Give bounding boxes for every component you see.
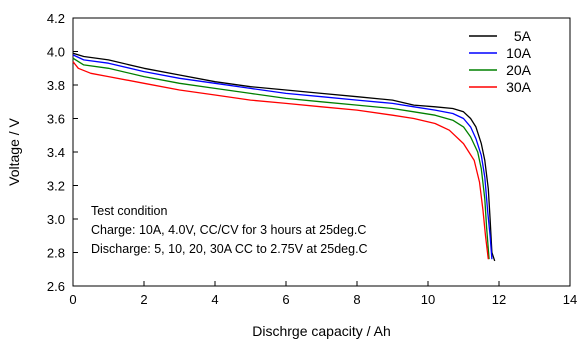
legend-label-10a: 10A — [506, 45, 532, 61]
x-tick-label: 12 — [492, 292, 506, 307]
legend-label-5a: 5A — [514, 28, 532, 44]
x-tick-label: 2 — [140, 292, 147, 307]
y-tick-label: 4.0 — [47, 45, 65, 60]
series-line-30a — [72, 61, 489, 260]
legend-label-30a: 30A — [506, 79, 532, 95]
legend-label-20a: 20A — [506, 62, 532, 78]
test-condition-annotation: Test condition Charge: 10A, 4.0V, CC/CV f… — [91, 204, 368, 256]
series-line-10a — [72, 54, 493, 260]
y-tick-label: 3.6 — [47, 112, 65, 127]
y-tick-label: 3.0 — [47, 212, 65, 227]
y-axis-label: Voltage / V — [6, 117, 22, 185]
x-axis-label: Dischrge capacity / Ah — [252, 323, 391, 339]
annotation-line: Charge: 10A, 4.0V, CC/CV for 3 hours at … — [91, 223, 366, 237]
x-tick-label: 8 — [353, 292, 360, 307]
series-line-5a — [72, 52, 496, 262]
y-tick-label: 2.6 — [47, 279, 65, 294]
annotation-line: Discharge: 5, 10, 20, 30A CC to 2.75V at… — [91, 242, 368, 256]
series-layer — [72, 52, 496, 262]
x-tick-label: 4 — [211, 292, 218, 307]
y-tick-label: 3.8 — [47, 78, 65, 93]
x-tick-label: 6 — [282, 292, 289, 307]
x-tick-label: 10 — [421, 292, 435, 307]
y-tick-label: 3.4 — [47, 145, 65, 160]
x-axis-ticks: 0 2 4 6 8 10 12 14 — [69, 281, 577, 307]
y-axis-ticks: 2.6 2.8 3.0 3.2 3.4 3.6 3.8 4.0 4.2 — [47, 11, 78, 294]
annotation-line: Test condition — [91, 204, 167, 218]
y-tick-label: 3.2 — [47, 179, 65, 194]
series-line-20a — [72, 57, 490, 260]
y-tick-label: 4.2 — [47, 11, 65, 26]
x-tick-label: 14 — [563, 292, 577, 307]
y-tick-label: 2.8 — [47, 246, 65, 261]
x-tick-label: 0 — [69, 292, 76, 307]
